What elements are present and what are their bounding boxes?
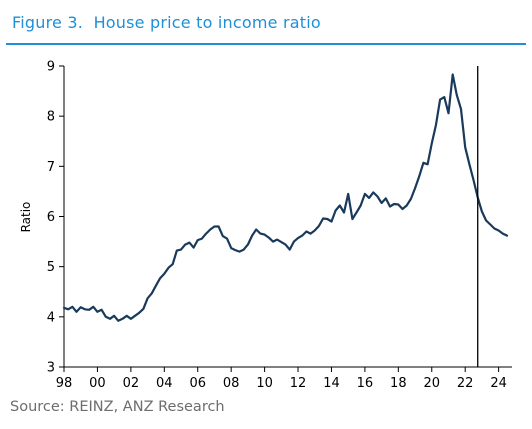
x-tick-label: 24 [490,376,507,391]
x-tick-label: 18 [390,376,407,391]
x-tick-label: 00 [89,376,106,391]
y-tick-label: 4 [47,310,55,325]
x-tick-label: 02 [123,376,140,391]
x-tick-label: 04 [156,376,173,391]
y-tick-label: 5 [47,260,55,275]
x-tick-label: 06 [189,376,206,391]
x-tick-label: 16 [357,376,374,391]
title-rule [6,43,526,45]
y-tick-label: 9 [47,60,55,75]
tick-labels: 3 4 5 6 7 8 9 98 00 02 04 06 08 10 12 14 16 18 20 22 24 [47,60,507,392]
x-tick-label: 08 [223,376,240,391]
source-note: Source: REINZ, ANZ Research [10,399,225,415]
axes [59,65,512,372]
x-tick-label: 10 [256,376,273,391]
x-tick-label: 14 [323,376,340,391]
x-tick-label: 12 [290,376,307,391]
y-tick-label: 7 [47,160,55,175]
series-line [62,73,509,322]
y-tick-label: 8 [47,110,55,125]
x-tick-label: 98 [56,376,73,391]
y-tick-label: 6 [47,210,55,225]
y-tick-label: 3 [47,361,55,376]
figure-title: Figure 3. House price to income ratio [12,13,321,32]
series-layer [62,73,509,322]
x-tick-label: 22 [457,376,474,391]
x-tick-label: 20 [423,376,440,391]
y-axis-label: Ratio [19,202,33,233]
